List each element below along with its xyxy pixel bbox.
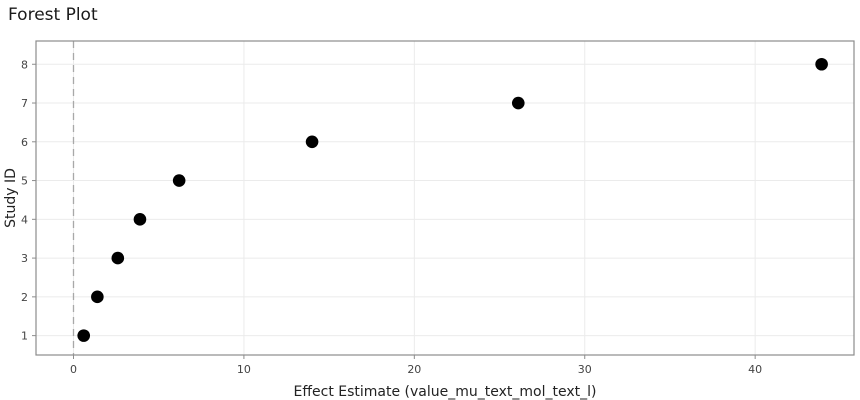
x-axis-title: Effect Estimate (value_mu_text_mol_text_…	[294, 384, 597, 400]
y-axis-title: Study ID	[3, 168, 19, 228]
data-point	[172, 174, 186, 187]
x-tick-label: 30	[578, 363, 592, 376]
y-tick-label: 3	[21, 252, 28, 265]
y-tick-label: 8	[21, 58, 28, 71]
data-point	[815, 57, 828, 71]
data-point	[305, 135, 319, 149]
data-point	[111, 251, 125, 265]
tick-layer: 0 10 20 30 40 1 2 3 4 5 6 7 8	[21, 58, 762, 376]
y-tick-label: 1	[21, 330, 28, 343]
data-point	[91, 290, 104, 304]
chart-title: Forest Plot	[8, 5, 98, 25]
x-tick-label: 10	[237, 363, 251, 376]
x-tick-label: 40	[748, 363, 762, 376]
data-point	[133, 213, 147, 226]
data-point	[77, 329, 91, 342]
y-tick-label: 6	[21, 136, 28, 149]
x-tick-label: 20	[407, 363, 421, 376]
x-tick-label: 0	[70, 363, 77, 376]
y-tick-label: 4	[21, 213, 28, 226]
y-tick-label: 7	[21, 97, 28, 110]
y-tick-label: 2	[21, 291, 28, 304]
points-layer	[77, 57, 828, 342]
y-tick-label: 5	[21, 175, 28, 188]
plot-panel-border	[35, 40, 855, 356]
grid-layer	[36, 41, 854, 355]
data-point	[511, 96, 525, 110]
